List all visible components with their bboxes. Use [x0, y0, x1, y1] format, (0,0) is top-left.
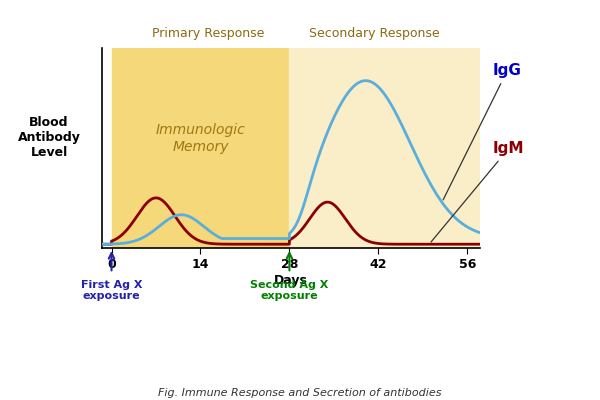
Text: Fig. Immune Response and Secretion of antibodies: Fig. Immune Response and Secretion of an… — [158, 388, 442, 398]
Bar — [289, 48, 480, 248]
Text: Second Ag X
exposure: Second Ag X exposure — [250, 280, 329, 301]
Text: Primary Response: Primary Response — [152, 27, 264, 40]
Y-axis label: Blood
Antibody
Level: Blood Antibody Level — [17, 116, 80, 160]
Text: Secondary Response: Secondary Response — [309, 27, 439, 40]
X-axis label: Days: Days — [274, 274, 308, 287]
Text: IgM: IgM — [431, 141, 524, 242]
Text: IgG: IgG — [443, 63, 521, 200]
Text: Immunologic
Memory: Immunologic Memory — [155, 124, 245, 154]
Text: First Ag X
exposure: First Ag X exposure — [81, 280, 142, 301]
Bar — [112, 48, 289, 248]
